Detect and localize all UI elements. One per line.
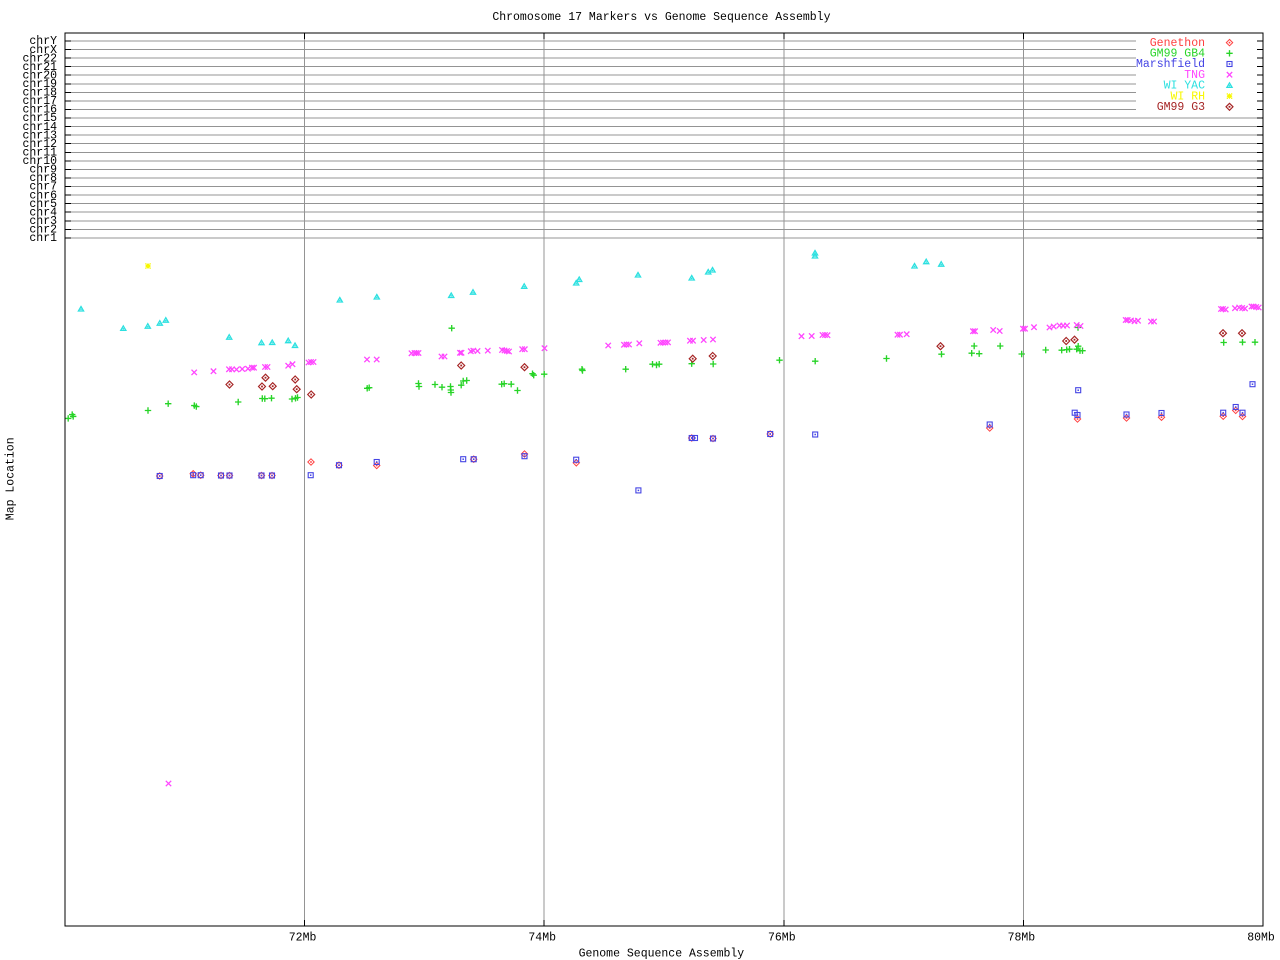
svg-text:chr1: chr1 [29,232,57,245]
svg-text:78Mb: 78Mb [1008,932,1036,945]
svg-text:chr13: chr13 [22,129,57,142]
svg-text:chr4: chr4 [29,206,57,219]
svg-text:80Mb: 80Mb [1247,932,1275,945]
svg-text:chr6: chr6 [29,189,57,202]
svg-text:Marshfield: Marshfield [1136,58,1205,71]
svg-text:chr17: chr17 [22,95,57,108]
svg-text:chr10: chr10 [22,155,57,168]
svg-text:chr2: chr2 [29,224,57,237]
svg-text:Chromosome 17 Markers vs Genom: Chromosome 17 Markers vs Genome Sequence… [492,11,830,24]
svg-text:chr12: chr12 [22,138,57,151]
svg-text:Genethon: Genethon [1150,37,1205,50]
svg-text:chr20: chr20 [22,69,57,82]
svg-text:WI RH: WI RH [1170,90,1205,103]
svg-text:chr18: chr18 [22,87,57,100]
svg-text:WI YAC: WI YAC [1164,80,1206,93]
svg-text:chr7: chr7 [29,181,57,194]
svg-text:chr3: chr3 [29,215,57,228]
svg-text:TNG: TNG [1184,69,1205,82]
svg-text:chr5: chr5 [29,198,57,211]
svg-text:GM99 G3: GM99 G3 [1157,101,1205,114]
svg-text:chr14: chr14 [22,121,57,134]
svg-text:chr11: chr11 [22,147,57,160]
svg-text:76Mb: 76Mb [768,932,796,945]
svg-text:chr21: chr21 [22,61,57,74]
svg-text:chrY: chrY [29,35,57,48]
svg-text:Map Location: Map Location [5,437,18,520]
svg-text:chr8: chr8 [29,172,57,185]
svg-text:72Mb: 72Mb [289,932,317,945]
svg-text:chr15: chr15 [22,112,57,125]
svg-text:chr19: chr19 [22,78,57,91]
svg-text:74Mb: 74Mb [528,932,556,945]
svg-text:Genome Sequence Assembly: Genome Sequence Assembly [579,948,745,960]
svg-text:chr16: chr16 [22,104,57,117]
svg-text:chrX: chrX [29,44,57,57]
svg-text:chr9: chr9 [29,164,57,177]
svg-text:GM99 GB4: GM99 GB4 [1150,48,1205,61]
svg-text:chr22: chr22 [22,52,57,65]
